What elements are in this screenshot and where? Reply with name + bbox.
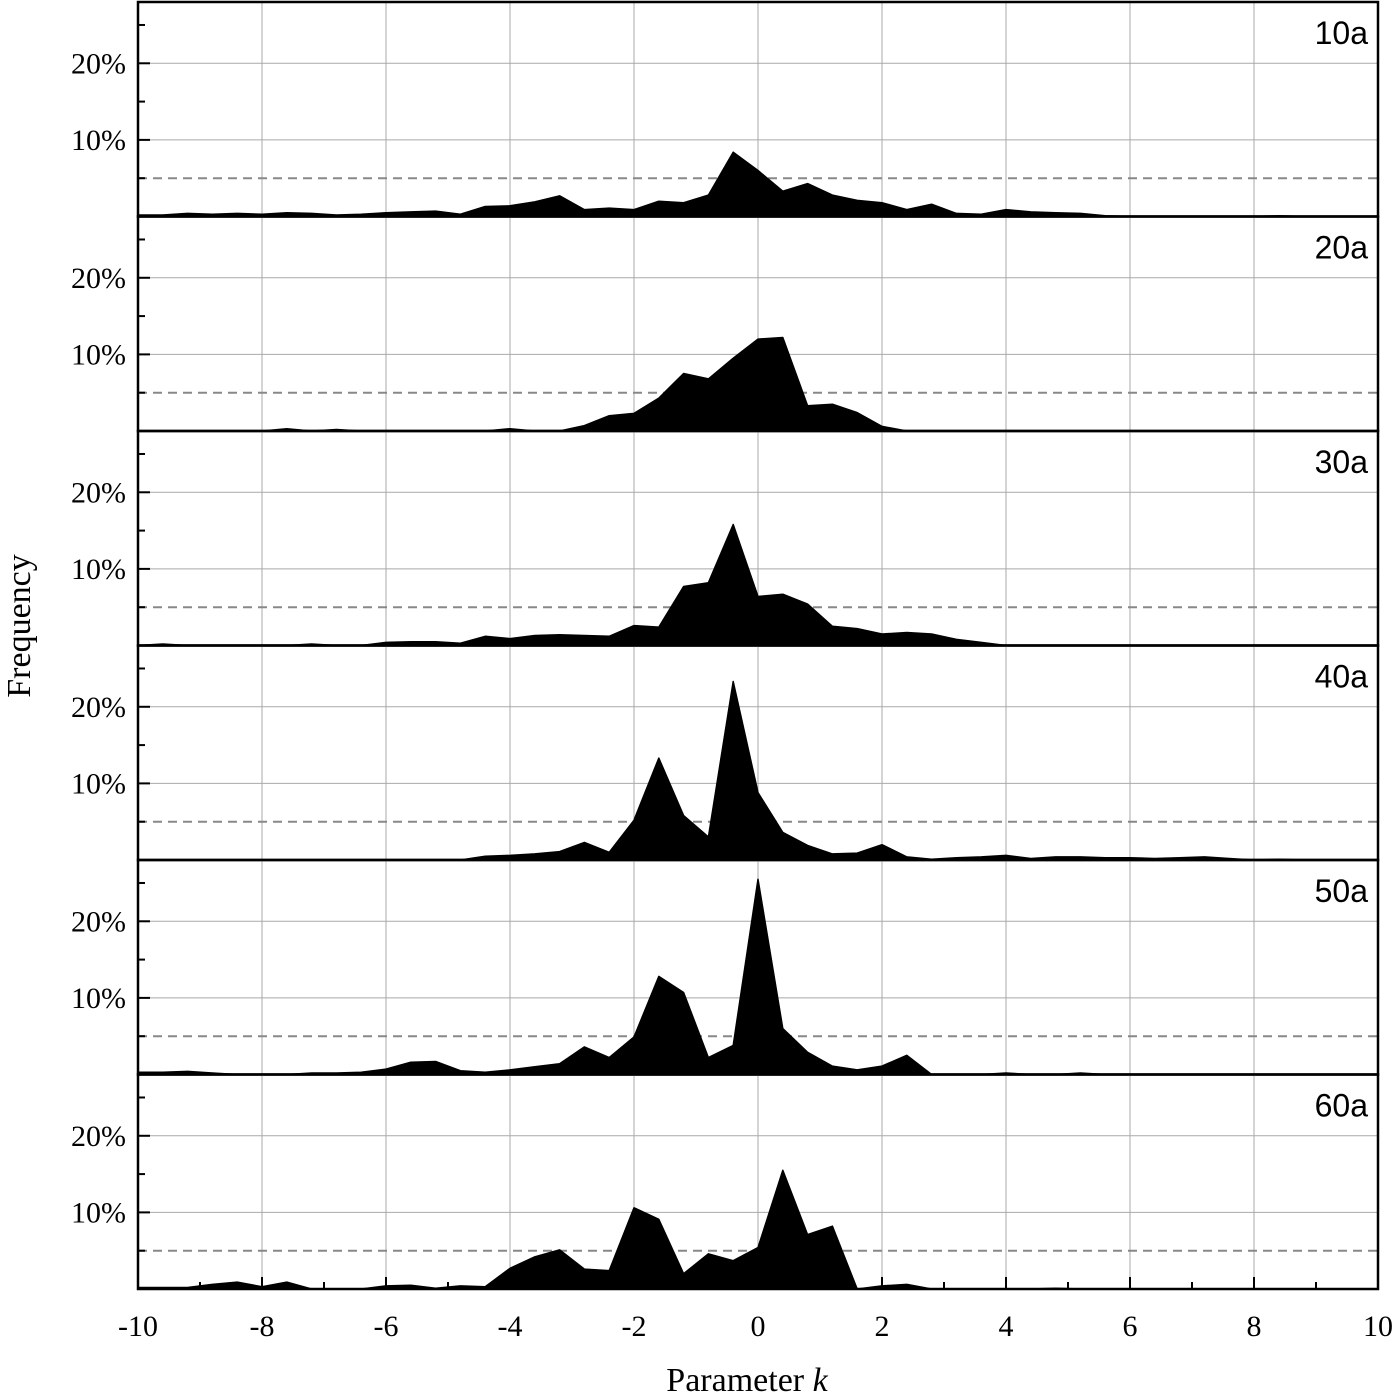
y-tick-label: 10% — [71, 124, 126, 157]
x-tick-label: -6 — [374, 1310, 399, 1343]
y-tick-label: 20% — [71, 1120, 126, 1153]
distribution-area — [137, 336, 1379, 432]
y-axis-title: Frequency — [1, 554, 38, 698]
x-tick-label: 4 — [999, 1310, 1014, 1343]
panel-40a: 10% 20% 40a — [71, 644, 1380, 862]
grid — [138, 1074, 1378, 1289]
grid — [138, 645, 1378, 860]
x-tick-label: 2 — [875, 1310, 890, 1343]
grid — [138, 2, 1378, 217]
panel-label: 60a — [1315, 1088, 1369, 1124]
x-tick-label: 8 — [1247, 1310, 1262, 1343]
x-tick-label: 0 — [751, 1310, 766, 1343]
distribution-area — [137, 878, 1379, 1076]
panel-label: 40a — [1315, 659, 1369, 695]
y-tick-label: 20% — [71, 47, 126, 80]
x-tick-label: -2 — [622, 1310, 647, 1343]
y-tick-label: 20% — [71, 262, 126, 295]
y-tick-label: 10% — [71, 553, 126, 586]
panel-10a: 10% 20% 10a — [71, 0, 1380, 218]
grid — [138, 431, 1378, 646]
panel-label: 30a — [1315, 444, 1369, 480]
x-axis-title: Parameter k — [666, 1362, 828, 1394]
y-tick-label: 20% — [71, 691, 126, 724]
y-tick-label: 20% — [71, 476, 126, 509]
x-axis: -10 -8 -6 -4 -2 0 2 4 6 8 10 — [118, 1277, 1393, 1343]
panel-60a: 10% 20% 60a — [71, 1073, 1380, 1291]
panel-label: 10a — [1315, 15, 1369, 51]
panel-label: 20a — [1315, 230, 1369, 266]
panels-layer: 10% 20% 10a 10% 20% 20a 10% 20% 30a 10% 20% 40a 10% 2… — [71, 0, 1380, 1291]
y-tick-label: 10% — [71, 767, 126, 800]
x-tick-label: 10 — [1363, 1310, 1393, 1343]
panel-label: 50a — [1315, 873, 1369, 909]
y-tick-label: 10% — [71, 982, 126, 1015]
x-tick-label: 6 — [1123, 1310, 1138, 1343]
x-tick-label: -4 — [498, 1310, 523, 1343]
panel-50a: 10% 20% 50a — [71, 858, 1380, 1076]
x-tick-label: -8 — [250, 1310, 275, 1343]
y-tick-label: 10% — [71, 1196, 126, 1229]
panel-20a: 10% 20% 20a — [71, 215, 1380, 433]
panel-30a: 10% 20% 30a — [71, 429, 1380, 647]
x-tick-label: -10 — [118, 1310, 158, 1343]
y-tick-label: 20% — [71, 905, 126, 938]
y-tick-label: 10% — [71, 338, 126, 371]
